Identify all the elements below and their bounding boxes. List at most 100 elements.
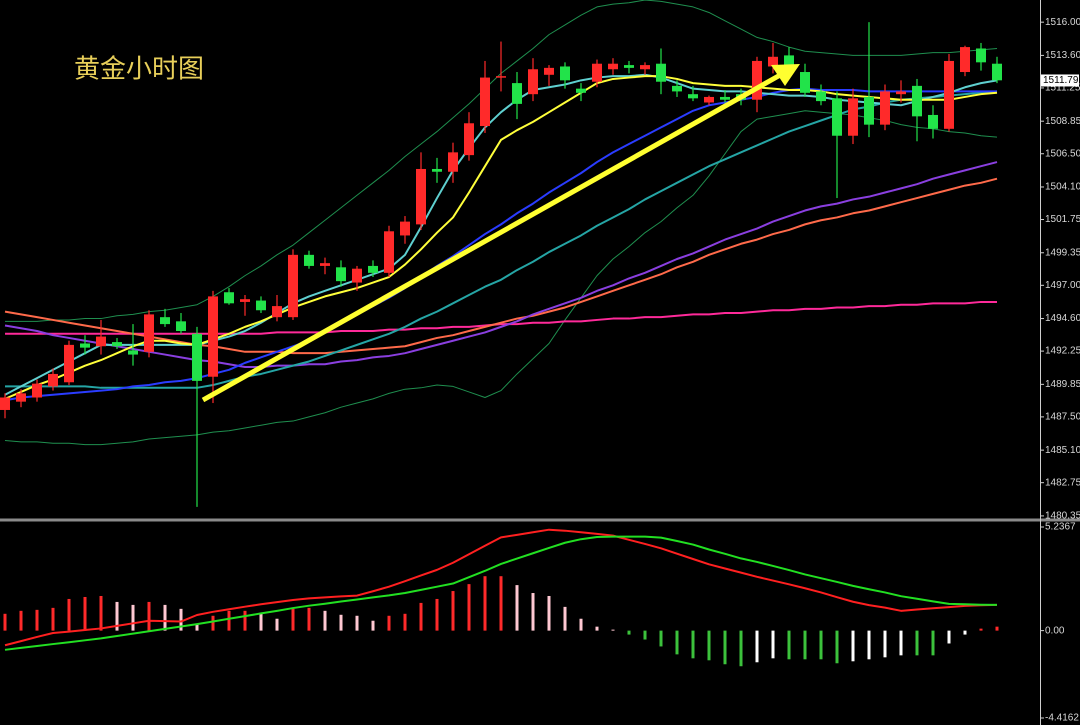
macd-bar xyxy=(227,610,231,631)
line-series xyxy=(4,87,997,402)
candle-body xyxy=(48,373,58,387)
macd-bar xyxy=(643,630,647,640)
macd-bar xyxy=(611,629,615,631)
candle-body xyxy=(720,96,730,100)
macd-bar xyxy=(211,615,215,631)
y-tick-label: 1501.75 xyxy=(1045,214,1080,225)
macd-bar xyxy=(403,613,407,631)
macd-bar xyxy=(755,630,759,663)
macd-bar xyxy=(803,630,807,660)
macd-bar xyxy=(771,630,775,659)
candle-body xyxy=(784,55,794,73)
candle-body xyxy=(368,265,378,273)
macd-bar xyxy=(659,630,663,647)
candle-body xyxy=(528,69,538,95)
macd-bar xyxy=(51,607,55,631)
line-series xyxy=(4,161,998,369)
macd-bar xyxy=(627,630,631,635)
macd-bar xyxy=(579,618,583,631)
candle-body xyxy=(592,63,602,82)
macd-bar xyxy=(3,613,7,631)
y-tick-label: 1504.10 xyxy=(1045,182,1080,193)
chart-title: 黄金小时图 xyxy=(74,55,204,85)
y-tick-label: 1494.60 xyxy=(1045,313,1080,324)
y-tick-label: 0.00 xyxy=(1045,625,1065,636)
candle-body xyxy=(32,383,42,398)
macd-bar xyxy=(163,604,167,631)
candle-body xyxy=(304,254,314,266)
macd-bar xyxy=(99,595,103,631)
macd-bar xyxy=(595,626,599,631)
line-series xyxy=(4,528,998,647)
candle-body xyxy=(336,267,346,282)
candle-body xyxy=(512,83,522,104)
y-tick-label: 1508.85 xyxy=(1045,116,1080,127)
macd-bar xyxy=(243,610,247,631)
axis: 1516.00 1513.60 1511.25 1508.85 1506.50 1504.… xyxy=(1040,17,1080,724)
candle-body xyxy=(560,66,570,81)
candle-body xyxy=(464,123,474,156)
last-price-box xyxy=(1041,74,1079,87)
candle-body xyxy=(624,65,634,68)
candle-body xyxy=(688,94,698,99)
candle-body xyxy=(160,317,170,325)
candle-body xyxy=(240,299,250,302)
macd-bar xyxy=(307,607,311,631)
candle-body xyxy=(224,292,234,304)
candle-body xyxy=(816,91,826,102)
y-tick-label: 5.2367 xyxy=(1045,522,1076,533)
candle-body xyxy=(496,76,506,78)
macd-bar xyxy=(691,630,695,659)
candle-body xyxy=(656,63,666,82)
candle-body xyxy=(752,60,762,100)
y-tick-label: 1516.00 xyxy=(1045,17,1080,28)
y-tick-label: 1487.50 xyxy=(1045,412,1080,423)
arrow-shaft xyxy=(201,71,784,403)
line-series xyxy=(5,90,998,389)
candle-body xyxy=(96,336,106,347)
candle-body xyxy=(912,85,922,117)
macd-bar xyxy=(467,584,471,631)
macd-bar xyxy=(355,615,359,631)
trend-arrow xyxy=(201,64,800,403)
y-tick-label: 1497.00 xyxy=(1045,280,1080,291)
candle-body xyxy=(208,296,218,377)
macd-bar xyxy=(995,626,999,631)
macd-bar xyxy=(947,630,951,644)
macd-bar xyxy=(787,630,791,660)
macd-bar xyxy=(131,604,135,631)
y-tick-label: 1492.25 xyxy=(1045,346,1080,357)
macd-bar xyxy=(515,585,519,631)
macd-bar xyxy=(387,615,391,631)
y-tick-label: 1506.50 xyxy=(1045,148,1080,159)
candle-body xyxy=(64,344,74,383)
candle-body xyxy=(928,114,938,129)
candle-body xyxy=(800,72,810,93)
macd-bar xyxy=(963,630,967,635)
macd-bar xyxy=(291,608,295,631)
line-series xyxy=(5,300,997,335)
candle-body xyxy=(400,221,410,236)
candle-body xyxy=(448,152,458,172)
candle-body xyxy=(576,88,586,93)
macd-bar xyxy=(723,630,727,665)
candle-body xyxy=(352,268,362,283)
macd-bar xyxy=(275,618,279,631)
macd-bar xyxy=(931,630,935,656)
macd-bar xyxy=(483,576,487,631)
candle-body xyxy=(432,168,442,172)
candle-body xyxy=(880,91,890,125)
macd-bar xyxy=(339,614,343,631)
candle-body xyxy=(16,393,26,402)
candle-body xyxy=(144,314,154,352)
macd-bar xyxy=(147,601,151,631)
macd-bar xyxy=(707,630,711,661)
candle-body xyxy=(384,231,394,273)
candle-body xyxy=(768,56,778,67)
y-tick-label: 1480.35 xyxy=(1045,511,1080,522)
candle-body xyxy=(112,342,122,347)
candle-body xyxy=(176,321,186,332)
macd-bar xyxy=(371,620,375,631)
